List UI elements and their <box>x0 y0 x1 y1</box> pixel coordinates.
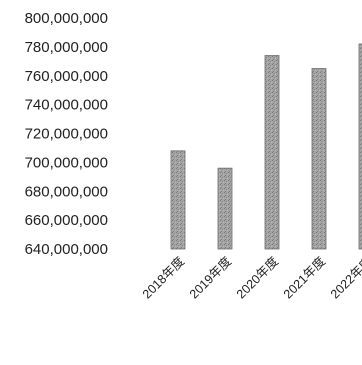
y-tick-label: 640,000,000 <box>25 241 108 258</box>
bar <box>311 68 327 250</box>
bars <box>170 43 362 250</box>
y-tick-label: 720,000,000 <box>25 126 108 143</box>
x-tick-label: 2019年度 <box>186 253 234 301</box>
bar <box>358 43 362 250</box>
y-tick-label: 760,000,000 <box>25 68 108 85</box>
bar <box>170 150 186 250</box>
x-axis-tick-labels: 2018年度 2019年度 2020年度 2021年度 2022年度 <box>139 253 362 301</box>
y-axis-tick-labels: 640,000,000 660,000,000 680,000,000 700,000… <box>25 10 108 258</box>
bar <box>264 55 280 250</box>
y-tick-label: 780,000,000 <box>25 39 108 56</box>
y-tick-label: 700,000,000 <box>25 154 108 171</box>
y-tick-label: 680,000,000 <box>25 183 108 200</box>
bar <box>217 167 233 250</box>
y-tick-label: 800,000,000 <box>25 10 108 27</box>
x-tick-label: 2021年度 <box>280 253 328 301</box>
y-tick-label: 660,000,000 <box>25 212 108 229</box>
x-tick-label: 2022年度 <box>327 253 362 301</box>
y-tick-label: 740,000,000 <box>25 97 108 114</box>
x-tick-label: 2020年度 <box>233 253 281 301</box>
x-tick-label: 2018年度 <box>139 253 187 301</box>
